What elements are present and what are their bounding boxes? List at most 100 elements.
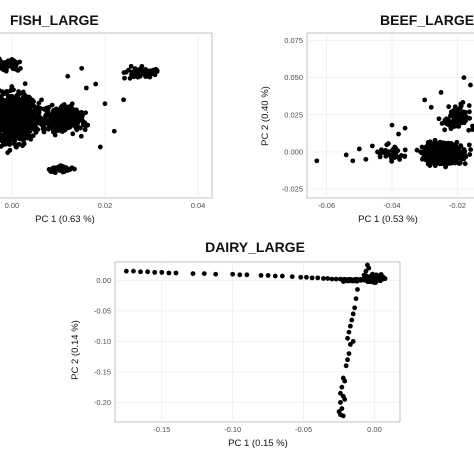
- data-point: [21, 138, 26, 144]
- x-tick-labels: -0.15 -0.10 -0.05 0.00: [153, 425, 382, 434]
- data-point: [111, 128, 117, 134]
- data-point: [440, 158, 446, 164]
- data-point: [79, 117, 85, 123]
- data-point: [402, 125, 408, 131]
- panel-title: DAIRY_LARGE: [205, 239, 305, 255]
- y-axis-label: PC 2 (0.14 %): [70, 320, 81, 380]
- data-point: [448, 125, 454, 130]
- data-point: [44, 117, 49, 123]
- data-point: [0, 96, 4, 102]
- data-point: [152, 269, 158, 275]
- data-point: [17, 59, 23, 65]
- data-point: [425, 141, 431, 147]
- data-point: [71, 119, 77, 125]
- data-point: [0, 91, 6, 97]
- data-point: [30, 99, 35, 105]
- data-point: [363, 156, 369, 162]
- data-point: [201, 271, 207, 277]
- data-point: [470, 127, 474, 133]
- data-point: [345, 357, 350, 363]
- data-point: [159, 269, 165, 275]
- data-point: [339, 384, 345, 390]
- data-point: [439, 144, 445, 150]
- plot-area: [114, 261, 401, 423]
- data-point: [166, 270, 172, 276]
- data-point: [65, 73, 71, 79]
- data-point: [454, 156, 460, 162]
- data-point: [173, 270, 179, 276]
- data-point: [338, 400, 343, 405]
- data-point: [9, 110, 14, 116]
- data-point: [446, 153, 452, 159]
- scatter-points: [0, 56, 160, 176]
- data-point: [444, 116, 449, 122]
- data-point: [51, 165, 57, 171]
- data-point: [138, 269, 143, 275]
- data-point: [190, 271, 196, 277]
- data-point: [309, 275, 315, 281]
- data-point: [0, 143, 4, 149]
- plot-area: [306, 32, 474, 199]
- data-point: [447, 143, 453, 149]
- data-point: [346, 329, 352, 335]
- data-point: [279, 273, 285, 279]
- data-point: [29, 121, 35, 127]
- data-point: [148, 71, 154, 77]
- x-tick-label: 0.02: [98, 201, 113, 210]
- data-point: [377, 150, 382, 156]
- data-point: [460, 154, 466, 160]
- data-point: [59, 123, 64, 129]
- data-point: [350, 277, 356, 283]
- y-tick-labels: -0.20 -0.15 -0.10 -0.05 0.00: [94, 276, 111, 407]
- panel-beef-large: BEEF_LARGE -0.06 -0.04 -0.02 -0.025 0.000 0.…: [260, 12, 474, 225]
- panel-dairy-large: DAIRY_LARGE -0.15 -0.10 -0.05 0.00 -0.20-0.…: [70, 239, 401, 449]
- data-point: [121, 97, 126, 103]
- data-point: [439, 121, 445, 126]
- data-point: [457, 160, 463, 166]
- data-point: [366, 265, 372, 271]
- data-point: [136, 73, 142, 78]
- data-point: [432, 137, 438, 143]
- data-point: [46, 126, 51, 132]
- data-point: [343, 363, 349, 369]
- data-point: [0, 100, 3, 106]
- x-tick-label: -0.15: [153, 425, 170, 434]
- data-point: [454, 107, 460, 113]
- data-point: [346, 277, 352, 283]
- data-point: [333, 276, 339, 282]
- data-point: [453, 142, 458, 148]
- data-point: [16, 111, 21, 117]
- data-point: [342, 378, 348, 384]
- data-point: [466, 127, 472, 133]
- data-point: [454, 120, 459, 126]
- data-point: [5, 60, 11, 66]
- data-point: [451, 153, 457, 159]
- data-point: [392, 153, 398, 159]
- data-point: [314, 158, 320, 164]
- data-point: [56, 109, 62, 114]
- data-point: [272, 273, 278, 279]
- data-point: [386, 141, 391, 146]
- data-point: [33, 121, 39, 126]
- data-point: [79, 65, 85, 71]
- data-point: [385, 149, 391, 155]
- data-point: [0, 88, 3, 94]
- data-point: [315, 275, 321, 281]
- data-point: [17, 99, 22, 105]
- data-point: [25, 119, 31, 125]
- x-tick-label: 0.04: [191, 201, 206, 210]
- y-tick-label: 0.075: [284, 36, 303, 45]
- data-point: [356, 146, 362, 152]
- data-point: [466, 142, 472, 148]
- data-point: [338, 390, 343, 396]
- data-point: [325, 276, 331, 281]
- data-point: [379, 275, 385, 281]
- y-tick-label: -0.025: [282, 185, 303, 194]
- data-point: [70, 131, 76, 137]
- data-point: [468, 147, 474, 153]
- data-point: [338, 276, 343, 282]
- data-point: [339, 406, 345, 411]
- data-point: [265, 273, 271, 278]
- data-point: [467, 109, 472, 115]
- data-point: [423, 148, 429, 154]
